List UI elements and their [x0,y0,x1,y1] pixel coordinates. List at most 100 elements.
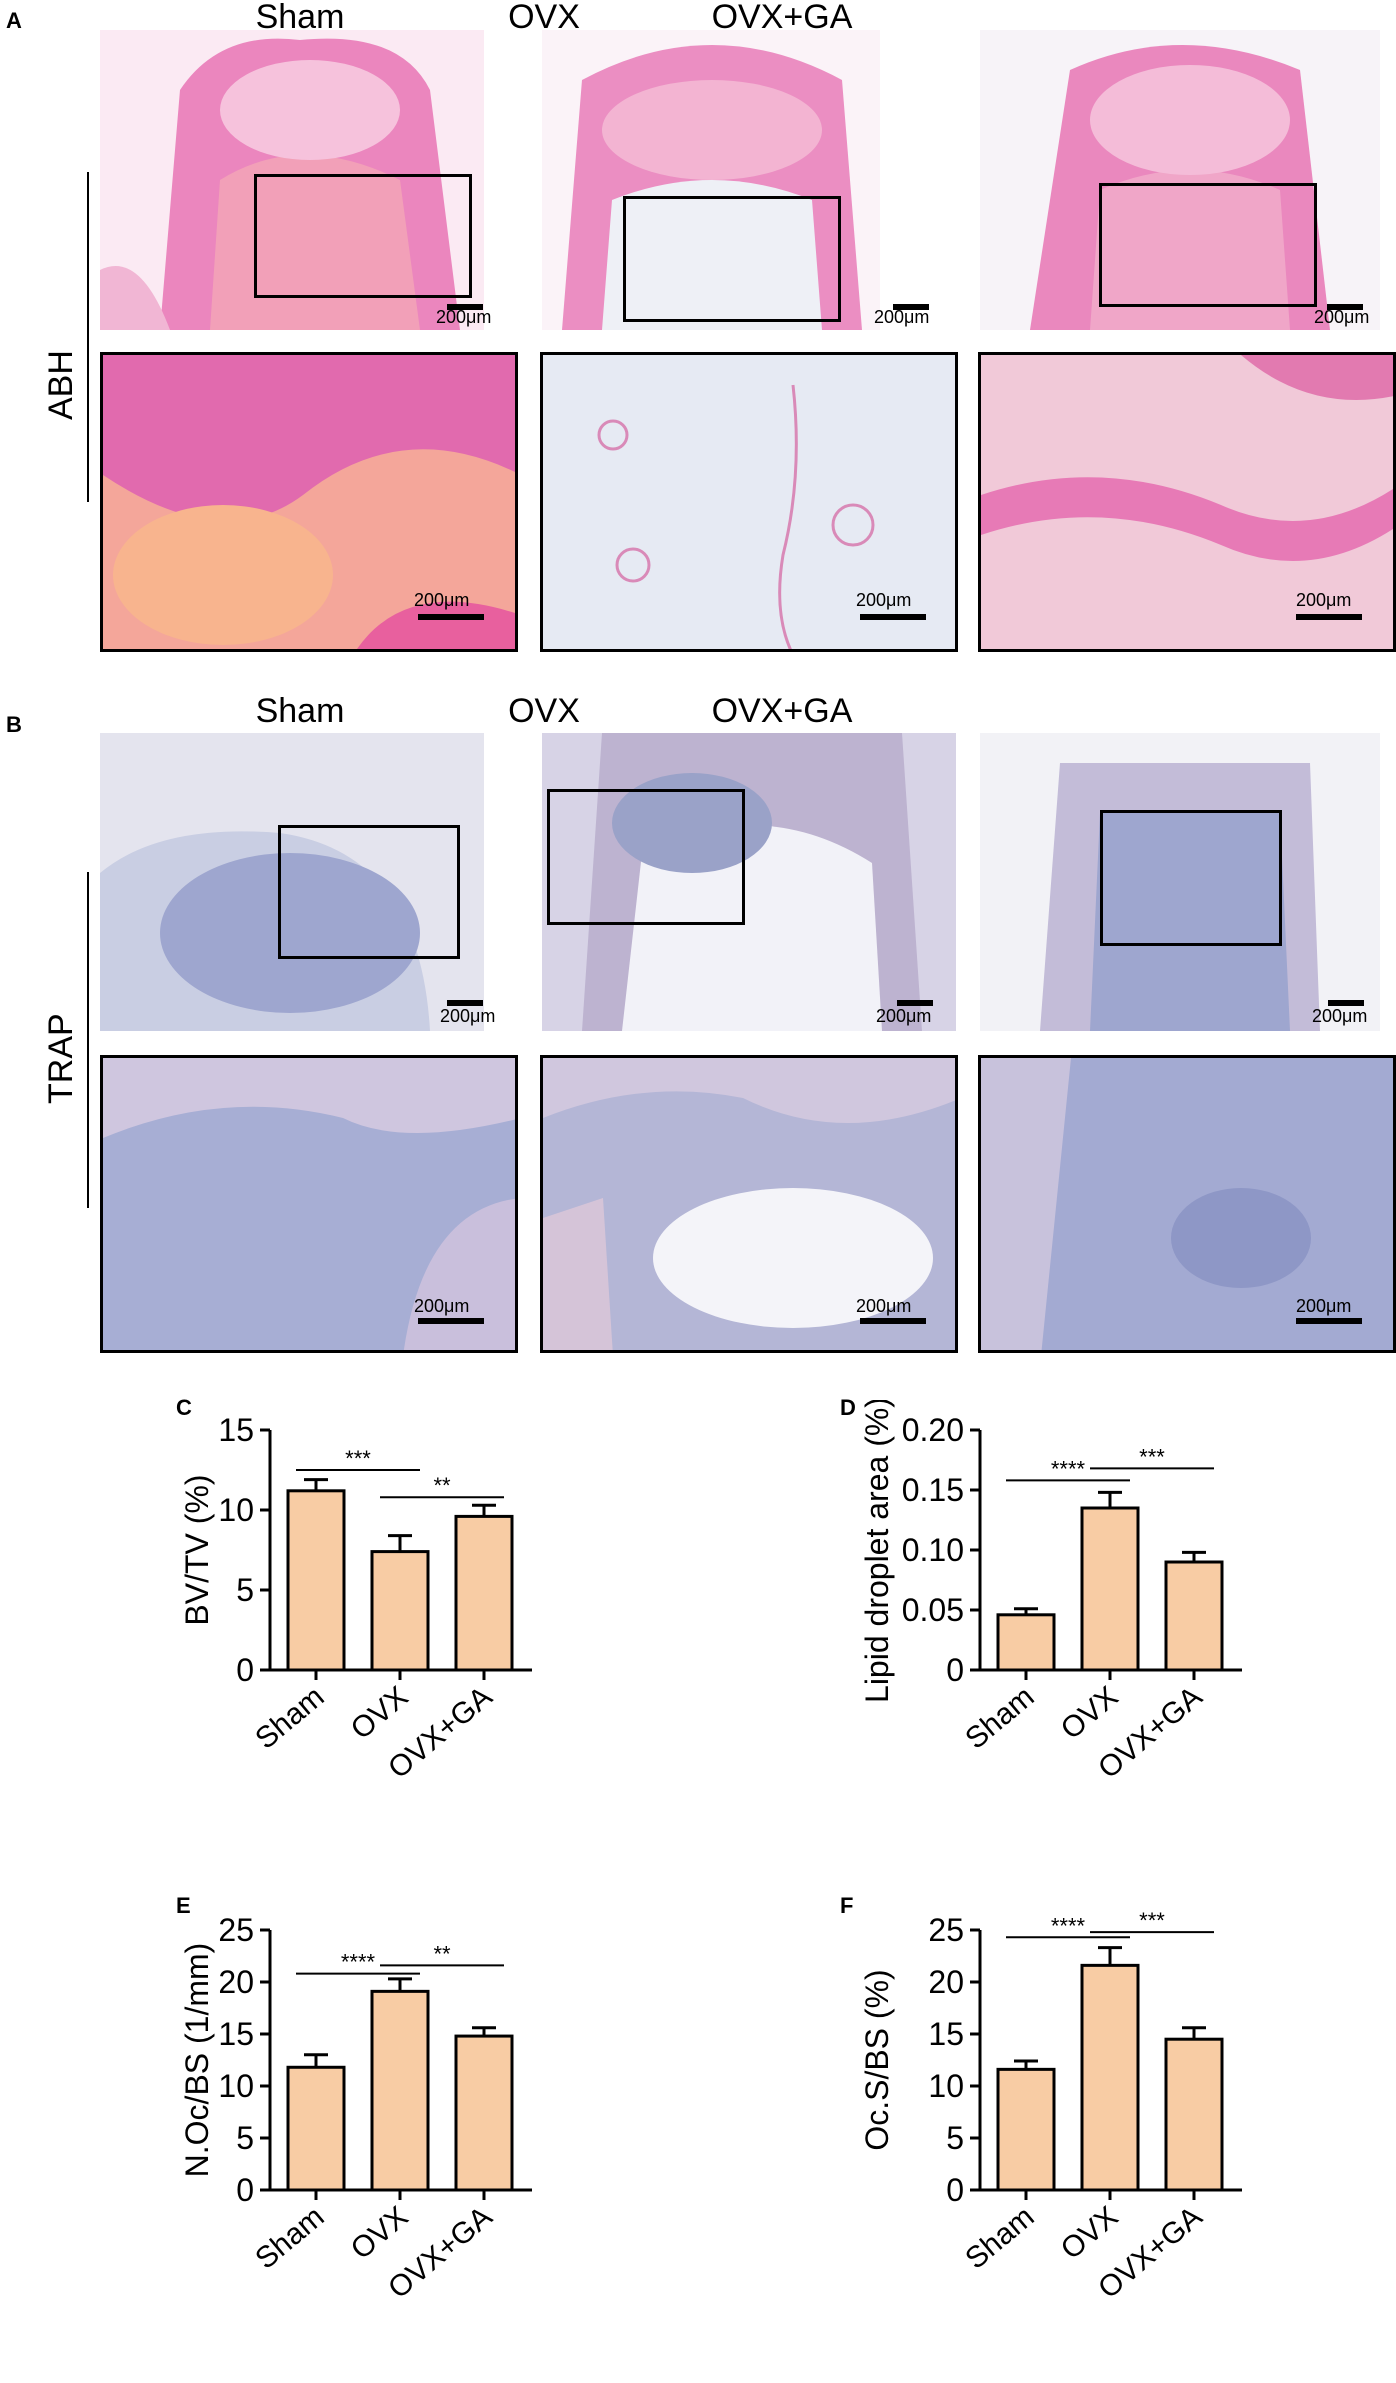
scalebar-abh-top-sham [447,304,483,310]
y-tick-label: 5 [236,1572,254,1608]
trap-inset-box-ovx [547,789,745,925]
group-label-ovxga-b: OVX+GA [711,692,853,730]
y-axis-label: BV/TV (%) [180,1474,215,1625]
y-tick-label: 10 [218,1492,254,1528]
x-tick-label: OVX [345,2200,415,2266]
row-bracket-abh [87,172,89,502]
y-tick-label: 0 [236,1652,254,1688]
scaletext-trap-top-ovxga: 200μm [1312,1006,1368,1026]
panel-letter-d: D [840,1395,856,1420]
y-tick-label: 15 [928,2016,964,2052]
bar [996,1613,1056,1672]
y-tick-label: 25 [218,1912,254,1948]
y-tick-label: 15 [218,2016,254,2052]
scalebar-abh-bottom-sham [418,614,484,620]
scalebar-trap-bottom-ovx [860,1318,926,1324]
row-label-trap: TRAP [42,1013,80,1104]
y-tick-label: 0.05 [902,1592,964,1628]
y-axis-label: N.Oc/BS (1/mm) [180,1943,215,2178]
scaletext-trap-bottom-ovxga: 200μm [1296,1296,1352,1316]
bar [1164,1560,1224,1672]
scaletext-trap-top-sham: 200μm [440,1006,496,1026]
x-tick-label: OVX [1055,1680,1125,1746]
significance-label: ** [433,1941,451,1966]
abh-inset-box-sham [254,174,472,298]
y-tick-label: 10 [928,2068,964,2104]
trap-overview-ovxga [980,733,1380,1031]
x-tick-label: OVX [345,1680,415,1746]
y-tick-label: 0.20 [902,1412,964,1448]
abh-inset-box-ovx [623,196,841,322]
y-tick-label: 5 [946,2120,964,2156]
scaletext-abh-top-ovx: 200μm [874,307,930,327]
y-axis-label: Oc.S/BS (%) [860,1969,895,2150]
bar [1080,1506,1140,1672]
trap-zoom-ovxga [978,1055,1396,1353]
y-tick-label: 15 [218,1412,254,1448]
trap-zoom-ovx [540,1055,958,1353]
trap-overview-sham [100,733,484,1031]
y-tick-label: 5 [236,2120,254,2156]
bar [454,2034,514,2192]
x-tick-label: OVX [1055,2200,1125,2266]
abh-overview-ovxga [980,30,1380,330]
y-tick-label: 20 [218,1964,254,2000]
bar [1080,1963,1140,2192]
trap-overview-ovx [542,733,956,1031]
bar [1164,2037,1224,2192]
panel-letter-b: B [6,712,22,737]
abh-zoom-ovx [540,352,958,652]
bar [454,1514,514,1672]
significance-label: **** [1051,1913,1086,1938]
panel-letter-f: F [840,1893,854,1918]
group-label-sham-b: Sham [255,692,345,730]
y-tick-label: 0.10 [902,1532,964,1568]
panel-letter-a: A [6,8,22,33]
bar [370,1550,430,1672]
scaletext-trap-bottom-ovx: 200μm [856,1296,912,1316]
trap-zoom-sham [100,1055,518,1353]
panel-letter-c: C [176,1395,192,1420]
scaletext-abh-top-ovxga: 200μm [1314,307,1370,327]
row-bracket-trap [87,872,89,1208]
scaletext-abh-bottom-ovxga: 200μm [1296,590,1352,610]
x-tick-label: Sham [959,1680,1040,1756]
scalebar-trap-bottom-ovxga [1296,1318,1362,1324]
scalebar-trap-bottom-sham [418,1318,484,1324]
abh-zoom-ovxga [978,352,1396,652]
bar [286,1489,346,1672]
y-tick-label: 10 [218,2068,254,2104]
significance-label: ** [433,1473,451,1498]
abh-overview-sham [100,30,484,330]
significance-label: *** [345,1446,371,1471]
trap-inset-box-sham [278,825,460,959]
scalebar-trap-top-ovxga [1328,1000,1364,1006]
y-tick-label: 25 [928,1912,964,1948]
y-tick-label: 0 [946,1652,964,1688]
y-tick-label: 0.15 [902,1472,964,1508]
x-tick-label: Sham [959,2200,1040,2276]
scaletext-trap-bottom-sham: 200μm [414,1296,470,1316]
scalebar-trap-top-sham [447,1000,483,1006]
scaletext-abh-bottom-sham: 200μm [414,590,470,610]
scalebar-abh-bottom-ovxga [1296,614,1362,620]
bar [286,2065,346,2192]
scalebar-abh-top-ovx [893,304,929,310]
scalebar-abh-top-ovxga [1327,304,1363,310]
significance-label: **** [341,1950,376,1975]
significance-label: **** [1051,1456,1086,1481]
bar [370,1989,430,2192]
y-tick-label: 20 [928,1964,964,2000]
significance-label: *** [1139,1444,1165,1469]
abh-zoom-sham [100,352,518,652]
significance-label: *** [1139,1908,1165,1933]
bar [996,2067,1056,2192]
scaletext-trap-top-ovx: 200μm [876,1006,932,1026]
scaletext-abh-bottom-ovx: 200μm [856,590,912,610]
abh-overview-ovx [542,30,880,330]
abh-inset-box-ovxga [1099,183,1317,307]
y-axis-label: Lipid droplet area (%) [860,1400,895,1703]
panel-letter-e: E [176,1893,191,1918]
